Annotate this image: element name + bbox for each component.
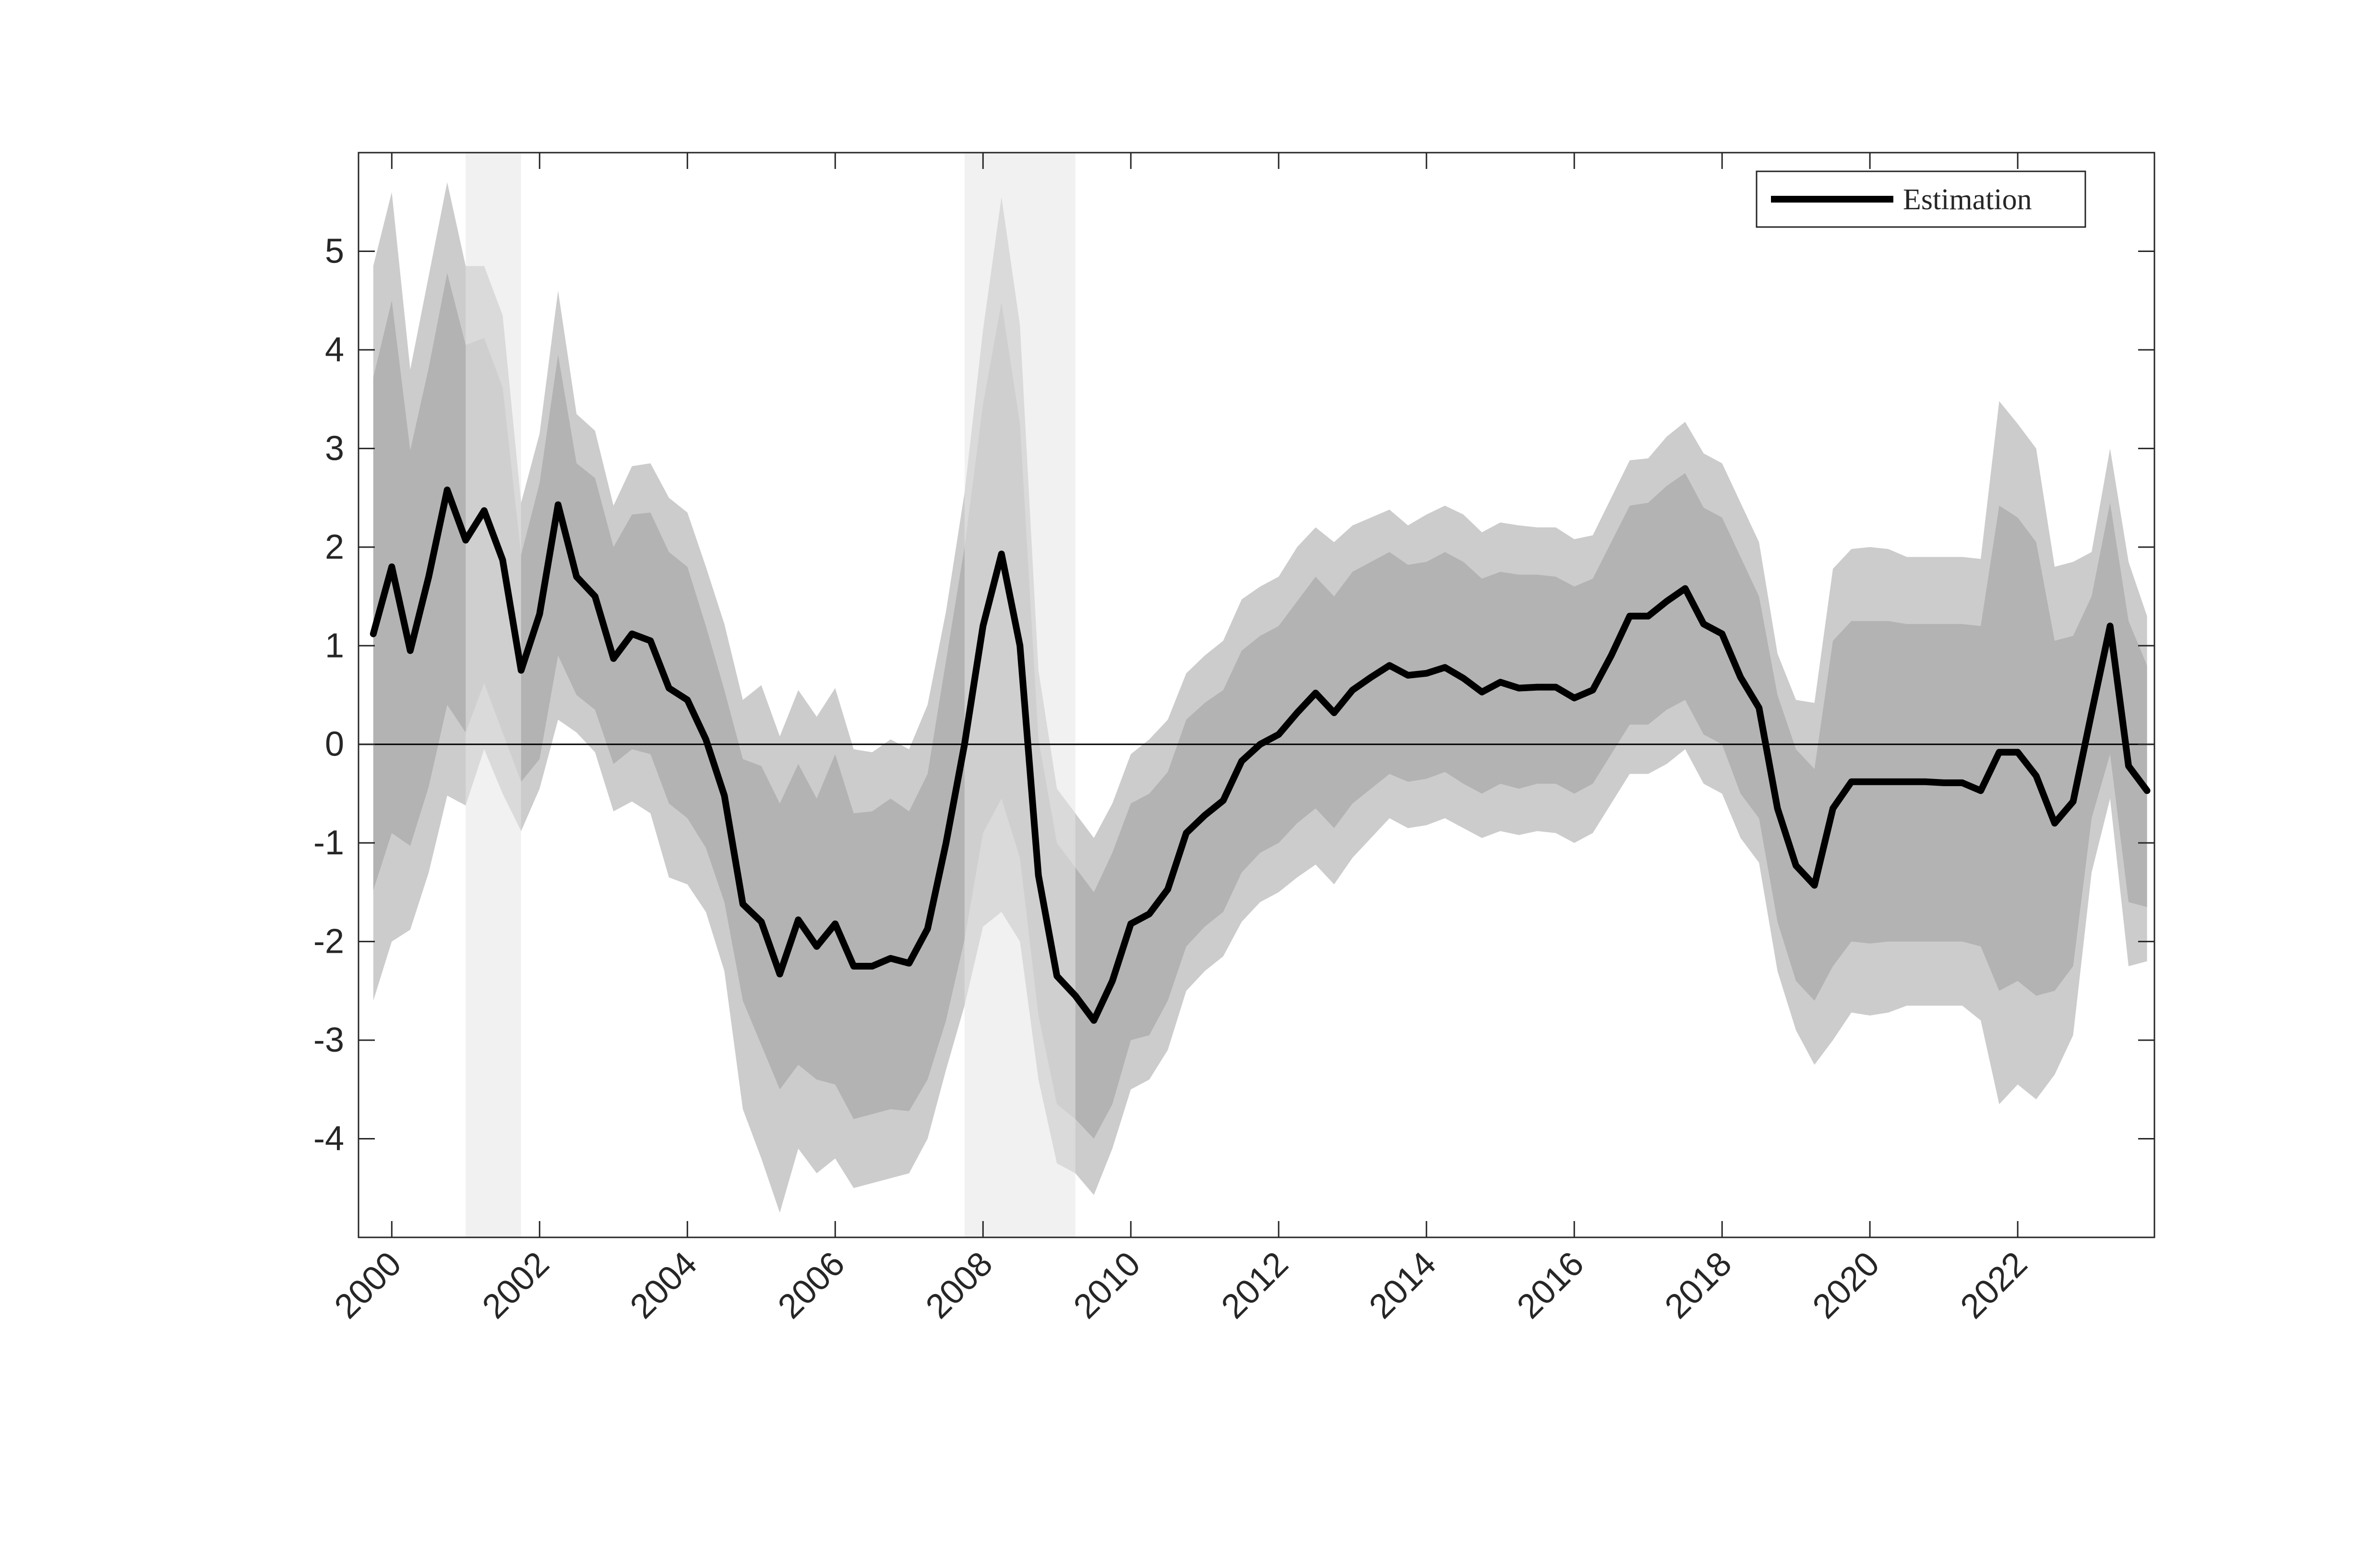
y-tick-label: -1 — [313, 824, 344, 862]
plot-area — [359, 153, 2154, 1237]
y-tick-label: -4 — [313, 1120, 344, 1158]
y-tick-label: 2 — [325, 528, 344, 566]
y-tick-label: 0 — [325, 725, 344, 764]
confidence-band-inner — [373, 273, 2147, 1139]
estimation-line — [370, 486, 2151, 1024]
y-tick-label: -2 — [313, 923, 344, 961]
recession-shading-1 — [466, 153, 521, 1237]
axes-frame — [358, 152, 2155, 1238]
y-tick-label: -3 — [313, 1021, 344, 1059]
legend-entry-estimation: Estimation — [1903, 183, 2032, 216]
y-tick-label: 3 — [325, 429, 344, 467]
y-tick-label: 1 — [325, 626, 344, 665]
legend: Estimation — [1756, 170, 2086, 228]
recession-shading-2 — [964, 153, 1076, 1237]
y-tick-label: 5 — [325, 232, 344, 270]
y-tick-label: 4 — [325, 331, 344, 369]
